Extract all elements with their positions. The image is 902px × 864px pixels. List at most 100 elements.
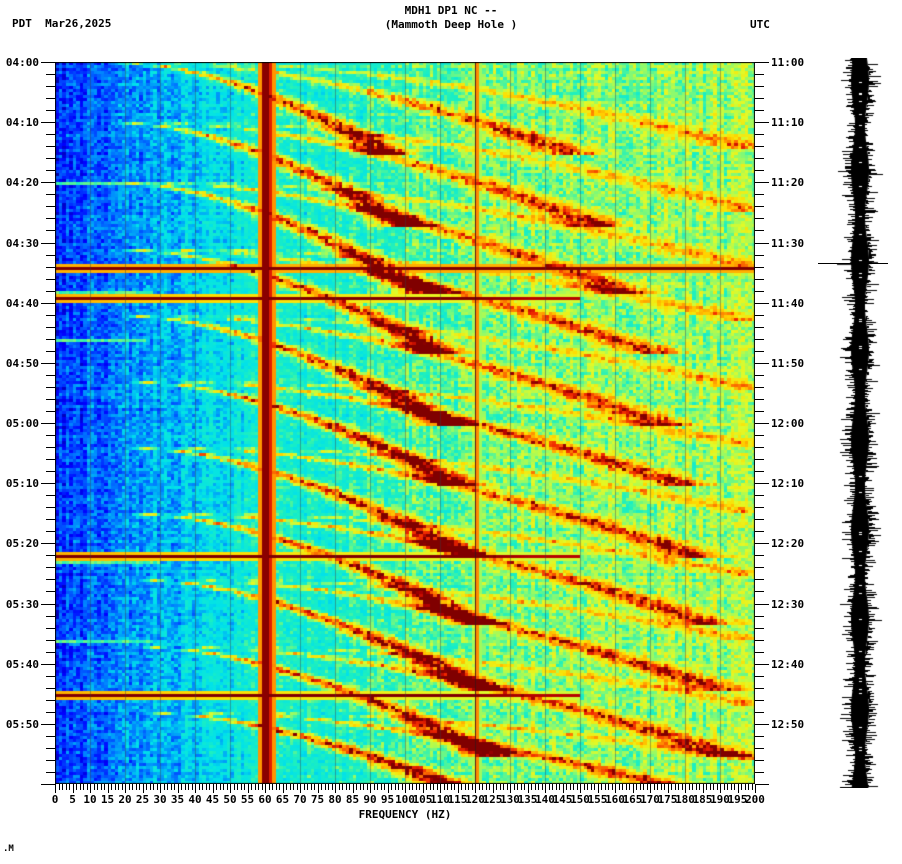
freq-tick-minor bbox=[583, 784, 585, 790]
time-tick-minor bbox=[46, 651, 55, 653]
freq-tick-major bbox=[300, 784, 301, 793]
freq-tick-minor bbox=[83, 784, 84, 790]
time-tick-minor bbox=[755, 134, 764, 136]
freq-tick-minor bbox=[121, 784, 123, 790]
freq-tick-minor bbox=[646, 784, 648, 790]
freq-tick-major bbox=[387, 784, 389, 793]
freq-tick-minor bbox=[629, 784, 630, 790]
freq-tick-major bbox=[615, 784, 616, 793]
header-timezone-date: PDT Mar26,2025 bbox=[12, 17, 111, 30]
time-tick-minor bbox=[46, 459, 55, 461]
time-tick-minor bbox=[755, 615, 764, 617]
freq-label: 85 bbox=[345, 793, 360, 806]
freq-tick-minor bbox=[268, 784, 270, 790]
time-label-utc: 11:50 bbox=[771, 356, 805, 370]
time-label-utc: 11:00 bbox=[771, 56, 805, 69]
time-tick-minor bbox=[46, 410, 55, 412]
freq-tick-minor bbox=[321, 784, 322, 790]
time-tick-minor bbox=[46, 447, 55, 449]
freq-label: 80 bbox=[328, 793, 342, 806]
freq-tick-minor bbox=[569, 784, 571, 790]
freq-tick-minor bbox=[391, 784, 392, 790]
freq-tick-minor bbox=[202, 784, 203, 790]
freq-label: 50 bbox=[223, 793, 237, 806]
freq-tick-minor bbox=[76, 784, 77, 790]
freq-label: 60 bbox=[258, 793, 272, 806]
time-tick-minor bbox=[755, 266, 764, 268]
time-label-utc: 12:00 bbox=[771, 417, 805, 430]
time-tick-minor bbox=[46, 374, 55, 376]
freq-tick-minor bbox=[331, 784, 333, 790]
freq-label: 45 bbox=[205, 793, 220, 806]
time-tick-major bbox=[41, 723, 55, 725]
time-label-utc: 11:20 bbox=[771, 176, 805, 190]
time-tick-minor bbox=[755, 471, 764, 473]
time-tick-minor bbox=[755, 326, 764, 328]
time-tick-minor bbox=[46, 555, 55, 557]
time-tick-minor bbox=[755, 711, 764, 713]
freq-label: 90 bbox=[363, 793, 377, 806]
freq-tick-minor bbox=[261, 784, 263, 790]
time-label-pdt: 04:30 bbox=[5, 236, 39, 250]
time-tick-major bbox=[755, 122, 769, 124]
freq-tick-minor bbox=[464, 784, 466, 790]
freq-tick-minor bbox=[503, 784, 504, 790]
freq-tick-minor bbox=[482, 784, 483, 790]
time-tick-minor bbox=[755, 747, 764, 749]
time-tick-minor bbox=[46, 338, 55, 340]
freq-tick-minor bbox=[279, 784, 280, 790]
header-timezone-left: PDT bbox=[12, 17, 32, 30]
freq-label: 190 bbox=[710, 793, 730, 806]
freq-tick-minor bbox=[741, 784, 742, 790]
freq-tick-minor bbox=[653, 784, 655, 790]
time-tick-minor bbox=[755, 531, 764, 533]
freq-label: 5 bbox=[69, 793, 76, 806]
time-label-utc: 12:20 bbox=[771, 537, 805, 551]
time-tick-major bbox=[41, 663, 55, 665]
freq-tick-minor bbox=[541, 784, 543, 790]
time-label-utc: 11:10 bbox=[771, 116, 805, 130]
time-tick-minor bbox=[755, 146, 764, 148]
freq-label: 155 bbox=[587, 793, 608, 806]
freq-tick-minor bbox=[240, 784, 242, 790]
freq-tick-minor bbox=[191, 784, 193, 790]
time-tick-minor bbox=[755, 230, 764, 232]
freq-tick-minor bbox=[489, 784, 490, 790]
freq-tick-major bbox=[177, 784, 179, 793]
time-tick-minor bbox=[755, 278, 764, 280]
freq-tick-minor bbox=[415, 784, 417, 790]
freq-tick-minor bbox=[433, 784, 434, 790]
spectrogram-plot[interactable] bbox=[55, 62, 755, 784]
freq-tick-minor bbox=[324, 784, 326, 790]
freq-tick-minor bbox=[587, 784, 588, 790]
freq-tick-minor bbox=[538, 784, 539, 790]
freq-tick-minor bbox=[254, 784, 256, 790]
time-tick-minor bbox=[46, 350, 55, 352]
freq-tick-minor bbox=[93, 784, 95, 790]
freq-label: 160 bbox=[605, 793, 625, 806]
time-label-pdt: 05:50 bbox=[5, 717, 39, 731]
time-label-utc: 12:30 bbox=[771, 597, 805, 611]
freq-tick-minor bbox=[100, 784, 102, 790]
frequency-axis-title: FREQUENCY (HZ) bbox=[358, 808, 452, 821]
freq-tick-minor bbox=[104, 784, 105, 790]
freq-tick-minor bbox=[62, 784, 63, 790]
freq-tick-minor bbox=[408, 784, 410, 790]
freq-tick-minor bbox=[163, 784, 165, 790]
freq-tick-minor bbox=[237, 784, 238, 790]
freq-label: 200 bbox=[745, 793, 765, 806]
freq-tick-minor bbox=[146, 784, 147, 790]
freq-tick-minor bbox=[349, 784, 350, 790]
freq-tick-minor bbox=[429, 784, 431, 790]
freq-label: 95 bbox=[380, 793, 395, 806]
time-tick-major bbox=[755, 182, 769, 184]
freq-tick-major bbox=[685, 784, 686, 793]
freq-tick-minor bbox=[366, 784, 368, 790]
freq-tick-minor bbox=[713, 784, 714, 790]
freq-tick-major bbox=[335, 784, 336, 793]
freq-tick-minor bbox=[258, 784, 259, 790]
time-tick-minor bbox=[755, 206, 764, 208]
freq-tick-minor bbox=[97, 784, 98, 790]
freq-label: 145 bbox=[552, 793, 573, 806]
freq-tick-minor bbox=[359, 784, 361, 790]
